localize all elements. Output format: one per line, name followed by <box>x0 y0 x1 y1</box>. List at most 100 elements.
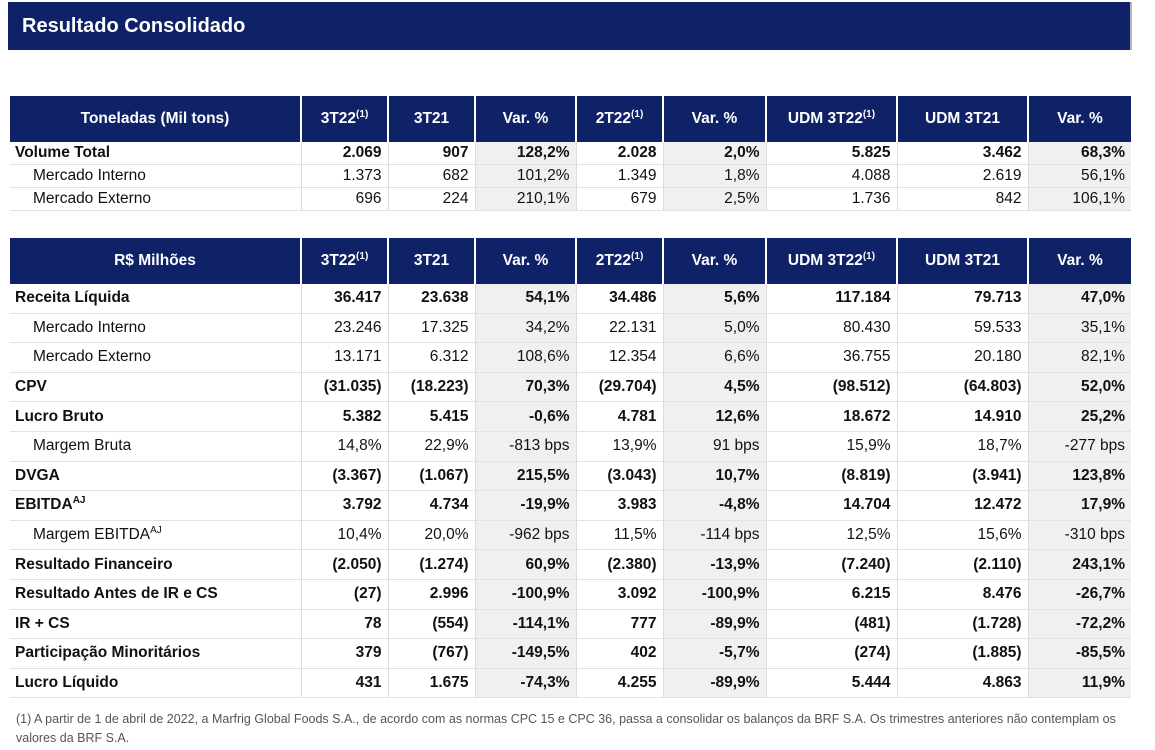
financial-table: R$ Milhões 3T22(1) 3T21 Var. % 2T22(1) Var. %… <box>10 238 1131 699</box>
table-cell: (31.035) <box>300 372 388 403</box>
row-label-text: Participação Minoritários <box>15 644 201 662</box>
table-cell: -114,1% <box>474 609 576 640</box>
table-cell: -13,9% <box>662 549 766 580</box>
table-cell: 6.312 <box>387 342 475 373</box>
table-row: Mercado Interno 1.373 682 101,2% 1.349 1,8% 4.… <box>10 164 1131 188</box>
table-cell: 20.180 <box>896 342 1028 373</box>
footnote-marker: (1) <box>862 108 876 120</box>
table-row: Lucro Líquido 431 1.675 -74,3% 4.255 -89,9% 5.… <box>10 668 1131 699</box>
row-label-text: IR + CS <box>15 614 70 632</box>
table-row: Mercado Externo 13.171 6.312 108,6% 12.354 6,… <box>10 342 1131 373</box>
table-cell: 10,4% <box>300 520 388 551</box>
table-cell: (18.223) <box>387 372 475 403</box>
table-cell: -4,8% <box>662 490 766 521</box>
table-cell: 80.430 <box>765 313 897 344</box>
table-cell: 5,6% <box>662 284 766 314</box>
row-label-text: Lucro Bruto <box>15 407 104 425</box>
table-cell: (1.885) <box>896 638 1028 669</box>
table-cell: 2,5% <box>662 187 766 211</box>
table-cell: (481) <box>765 609 897 640</box>
table-cell: 4.734 <box>387 490 475 521</box>
column-header-label: Var. % <box>1057 110 1103 127</box>
column-header-label: 2T22 <box>595 110 632 127</box>
table-cell: 20,0% <box>387 520 475 551</box>
table-cell: (2.110) <box>896 549 1028 580</box>
table-cell: 2.996 <box>387 579 475 610</box>
table-cell: 23.638 <box>387 284 475 314</box>
table-cell: 13.171 <box>300 342 388 373</box>
table-cell: 54,1% <box>474 284 576 314</box>
table-cell: 777 <box>575 609 663 640</box>
table-cell: 1.349 <box>575 164 663 188</box>
table-cell: (7.240) <box>765 549 897 580</box>
column-header: 2T22(1) <box>575 96 663 142</box>
table-cell: 12.354 <box>575 342 663 373</box>
table-cell: 11,5% <box>575 520 663 551</box>
table-cell: 1,8% <box>662 164 766 188</box>
column-header: UDM 3T22(1) <box>765 238 897 284</box>
table-cell: 4.863 <box>896 668 1028 699</box>
table-row: Lucro Bruto 5.382 5.415 -0,6% 4.781 12,6% 18.6… <box>10 401 1131 432</box>
table-header-row: Toneladas (Mil tons) 3T22(1) 3T21 Var. % 2T2… <box>10 96 1131 142</box>
column-header: Toneladas (Mil tons) <box>10 96 301 142</box>
column-header-label: R$ Milhões <box>114 252 196 269</box>
table-row: Resultado Antes de IR e CS (27) 2.996 -100,… <box>10 579 1131 610</box>
row-label-text: Volume Total <box>15 144 111 161</box>
table-cell: 3.792 <box>300 490 388 521</box>
label-superscript: AJ <box>150 524 162 536</box>
row-label-text: Receita Líquida <box>15 289 130 307</box>
table-cell: 224 <box>387 187 475 211</box>
table-cell: 4.088 <box>765 164 897 188</box>
table-cell: 123,8% <box>1027 461 1131 492</box>
column-header-label: UDM 3T21 <box>925 110 1000 127</box>
table-cell: 1.736 <box>765 187 897 211</box>
table-cell: 12,5% <box>765 520 897 551</box>
column-header-label: Var. % <box>1057 252 1103 269</box>
row-label: Receita Líquida <box>10 284 301 314</box>
footnote-marker: (1) <box>631 108 644 120</box>
table-cell: -100,9% <box>474 579 576 610</box>
table-cell: 23.246 <box>300 313 388 344</box>
column-header: Var. % <box>474 96 576 142</box>
table-cell: 402 <box>575 638 663 669</box>
footnote: (1) A partir de 1 de abril de 2022, a Ma… <box>16 712 1116 745</box>
table-cell: -89,9% <box>662 609 766 640</box>
table-cell: -149,5% <box>474 638 576 669</box>
table-cell: 3.983 <box>575 490 663 521</box>
section-title-bar: Resultado Consolidado <box>8 2 1132 50</box>
row-label: CPV <box>10 372 301 403</box>
column-header-label: Var. % <box>691 110 738 127</box>
table-cell: 4,5% <box>662 372 766 403</box>
column-header: UDM 3T21 <box>896 238 1028 284</box>
row-label-text: Margem EBITDA <box>33 526 151 544</box>
row-label: Lucro Bruto <box>10 401 301 432</box>
row-label-text: Mercado Interno <box>33 167 146 184</box>
table-header-row: R$ Milhões 3T22(1) 3T21 Var. % 2T22(1) Var. %… <box>10 238 1131 284</box>
table-cell: 431 <box>300 668 388 699</box>
column-header: 3T22(1) <box>300 238 388 284</box>
table-cell: -72,2% <box>1027 609 1131 640</box>
table-cell: -0,6% <box>474 401 576 432</box>
table-cell: (3.043) <box>575 461 663 492</box>
row-label: Mercado Externo <box>10 187 301 211</box>
table-cell: 379 <box>300 638 388 669</box>
table-cell: (1.274) <box>387 549 475 580</box>
table-cell: 5,0% <box>662 313 766 344</box>
footnote-marker: (1) <box>356 108 369 120</box>
table-cell: (27) <box>300 579 388 610</box>
table-row: EBITDAAJ 3.792 4.734 -19,9% 3.983 -4,8% 14.704… <box>10 490 1131 521</box>
table-cell: 907 <box>387 142 475 165</box>
table-cell: -89,9% <box>662 668 766 699</box>
table-cell: (3.367) <box>300 461 388 492</box>
column-header-label: Var. % <box>502 110 549 127</box>
table-cell: 68,3% <box>1027 142 1131 165</box>
table-cell: 5.444 <box>765 668 897 699</box>
table-cell: 22,9% <box>387 431 475 462</box>
table-cell: 5.825 <box>765 142 897 165</box>
table-row: IR + CS 78 (554) -114,1% 777 -89,9% (481) (1.72… <box>10 609 1131 640</box>
table-cell: 13,9% <box>575 431 663 462</box>
table-cell: 4.781 <box>575 401 663 432</box>
page-title: Resultado Consolidado <box>22 15 246 37</box>
table-cell: 15,6% <box>896 520 1028 551</box>
table-cell: 79.713 <box>896 284 1028 314</box>
